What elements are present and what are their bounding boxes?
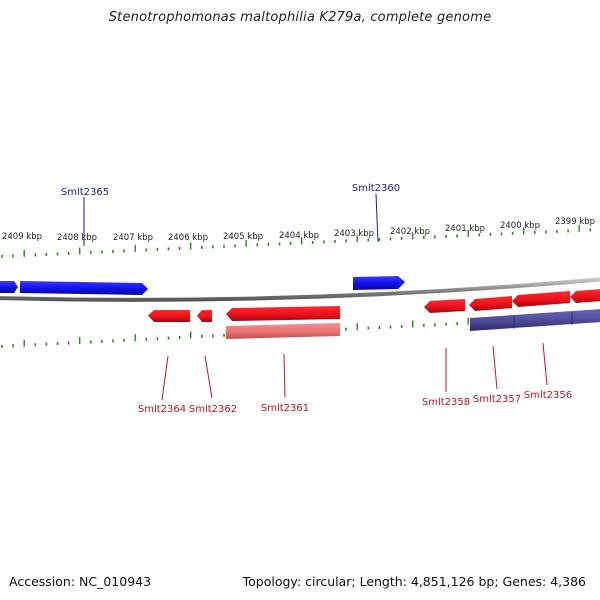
gene-label-smlt2361[interactable]: Smlt2361 [261, 403, 309, 414]
reverse-strand-genes [148, 289, 600, 339]
ruler-label-2404: 2404 kbp [279, 231, 319, 241]
ruler-label-2405: 2405 kbp [223, 232, 263, 242]
upper-ruler-ticks [1, 224, 592, 258]
leader-smlt2361 [283, 353, 286, 398]
gene-arrow-smlt2356[interactable] [512, 291, 570, 307]
gene-arrow-smlt2365[interactable] [20, 281, 148, 295]
gene-arrow-right-edge[interactable] [570, 289, 600, 303]
forward-strand-genes [0, 276, 405, 295]
map-title: Stenotrophomonas maltophilia K279a, comp… [108, 10, 492, 25]
ruler-label-2409: 2409 kbp [2, 232, 42, 242]
label-leaders [83, 193, 548, 401]
gene-feature-smlt2361-light[interactable] [226, 323, 340, 339]
leader-smlt2356 [542, 342, 548, 386]
leader-smlt2357 [492, 345, 498, 390]
gene-arrow-smlt2362[interactable] [197, 310, 212, 322]
gene-label-smlt2357[interactable]: Smlt2357 [473, 394, 521, 405]
gene-arrow-smlt2364[interactable] [148, 310, 190, 322]
ruler-label-2407: 2407 kbp [113, 233, 153, 243]
leader-smlt2364 [161, 355, 169, 401]
ruler-labels: 2409 kbp 2408 kbp 2407 kbp 2406 kbp 2405… [2, 217, 595, 243]
gene-labels: Smlt2365 Smlt2360 Smlt2364 Smlt2362 Smlt… [61, 183, 572, 415]
gene-label-smlt2364[interactable]: Smlt2364 [138, 404, 186, 415]
leader-smlt2362 [204, 355, 213, 399]
gene-label-smlt2365[interactable]: Smlt2365 [61, 187, 109, 198]
genome-backbone [0, 277, 600, 302]
gene-arrow-smlt2361[interactable] [226, 306, 340, 321]
gene-label-smlt2362[interactable]: Smlt2362 [189, 404, 237, 415]
accession-text: Accession: NC_010943 [9, 574, 152, 589]
gene-label-smlt2356[interactable]: Smlt2356 [524, 390, 572, 401]
ruler-label-2408: 2408 kbp [57, 233, 97, 243]
ruler-label-2406: 2406 kbp [168, 233, 208, 243]
genome-summary-text: Topology: circular; Length: 4,851,126 bp… [242, 574, 586, 589]
gene-arrow-smlt2358[interactable] [424, 299, 465, 313]
gene-arrow-smlt2357[interactable] [469, 296, 512, 311]
leader-smlt2360 [375, 193, 379, 243]
gene-label-smlt2358[interactable]: Smlt2358 [422, 397, 470, 408]
gene-label-smlt2360[interactable]: Smlt2360 [352, 183, 400, 194]
gene-feature-purple[interactable] [470, 309, 600, 331]
gene-arrow-left-edge[interactable] [0, 281, 18, 293]
ruler-label-2401: 2401 kbp [445, 224, 485, 234]
ruler-label-2400: 2400 kbp [500, 221, 540, 231]
ruler-label-2402: 2402 kbp [390, 227, 430, 237]
gene-arrow-smlt2360[interactable] [353, 276, 405, 290]
ruler-label-2403: 2403 kbp [334, 229, 374, 239]
ruler-label-2399: 2399 kbp [555, 217, 595, 227]
